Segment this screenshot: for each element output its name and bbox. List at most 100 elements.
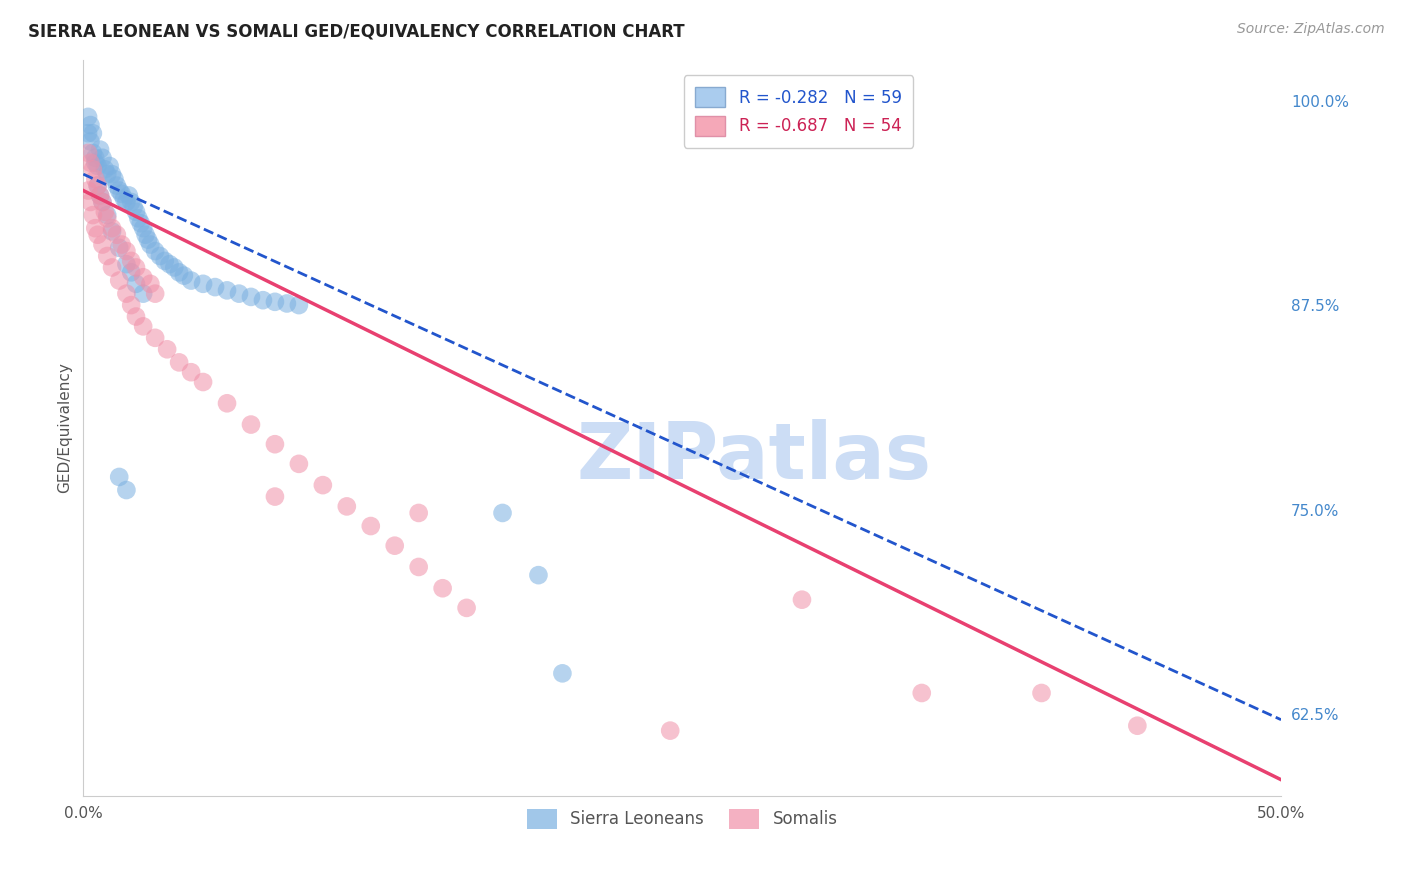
Point <box>180 274 202 288</box>
Point <box>408 560 430 574</box>
Legend: Sierra Leoneans, Somalis: Sierra Leoneans, Somalis <box>520 802 844 836</box>
Point <box>1031 686 1053 700</box>
Point <box>288 298 311 312</box>
Point <box>191 277 214 291</box>
Point <box>167 265 190 279</box>
Point <box>79 135 101 149</box>
Text: ZIPatlas: ZIPatlas <box>576 419 932 495</box>
Point <box>103 172 125 186</box>
Point <box>115 257 138 271</box>
Point <box>89 188 111 202</box>
Point <box>135 227 157 242</box>
Point <box>86 227 108 242</box>
Point <box>86 178 108 193</box>
Point <box>96 167 118 181</box>
Point <box>129 216 152 230</box>
Point <box>790 592 813 607</box>
Point <box>101 260 124 275</box>
Point <box>86 178 108 193</box>
Point <box>240 290 263 304</box>
Point <box>125 277 148 291</box>
Point <box>659 723 682 738</box>
Point <box>252 293 274 308</box>
Point <box>276 296 298 310</box>
Point <box>167 355 190 369</box>
Point <box>82 208 104 222</box>
Point <box>551 666 574 681</box>
Point <box>101 221 124 235</box>
Point <box>84 172 107 186</box>
Point <box>108 470 131 484</box>
Point <box>94 162 117 177</box>
Text: SIERRA LEONEAN VS SOMALI GED/EQUIVALENCY CORRELATION CHART: SIERRA LEONEAN VS SOMALI GED/EQUIVALENCY… <box>28 22 685 40</box>
Point <box>264 437 287 451</box>
Point <box>139 277 162 291</box>
Point <box>79 118 101 132</box>
Point <box>215 284 238 298</box>
Point <box>288 457 311 471</box>
Point <box>143 286 166 301</box>
Point <box>156 343 179 357</box>
Point <box>84 155 107 169</box>
Point <box>139 237 162 252</box>
Point <box>132 286 155 301</box>
Point <box>111 186 134 201</box>
Point <box>456 600 478 615</box>
Point <box>153 253 176 268</box>
Point <box>432 581 454 595</box>
Point <box>91 194 114 209</box>
Point <box>89 188 111 202</box>
Y-axis label: GED/Equivalency: GED/Equivalency <box>58 362 72 493</box>
Point <box>180 365 202 379</box>
Point <box>101 224 124 238</box>
Point <box>96 249 118 263</box>
Point <box>115 483 138 497</box>
Point <box>191 375 214 389</box>
Point <box>384 539 406 553</box>
Point <box>98 159 121 173</box>
Point <box>77 145 100 160</box>
Point <box>312 478 335 492</box>
Point <box>84 221 107 235</box>
Point <box>115 286 138 301</box>
Point <box>84 151 107 165</box>
Point <box>264 490 287 504</box>
Point <box>108 274 131 288</box>
Point <box>127 211 149 226</box>
Point <box>115 244 138 258</box>
Point <box>911 686 934 700</box>
Point <box>125 204 148 219</box>
Point <box>108 184 131 198</box>
Point <box>215 396 238 410</box>
Point <box>96 208 118 222</box>
Point <box>173 268 195 283</box>
Point <box>336 500 359 514</box>
Point <box>491 506 513 520</box>
Point <box>112 192 135 206</box>
Point <box>204 280 226 294</box>
Point <box>82 126 104 140</box>
Point <box>86 159 108 173</box>
Point <box>149 249 172 263</box>
Point <box>120 194 142 209</box>
Point <box>120 265 142 279</box>
Point <box>132 221 155 235</box>
Point <box>527 568 550 582</box>
Point <box>159 257 181 271</box>
Point <box>91 151 114 165</box>
Point <box>240 417 263 432</box>
Point <box>163 260 186 275</box>
Point <box>91 237 114 252</box>
Point <box>105 227 128 242</box>
Point <box>115 194 138 209</box>
Point <box>120 253 142 268</box>
Point <box>96 211 118 226</box>
Point <box>77 184 100 198</box>
Point <box>101 167 124 181</box>
Point <box>108 241 131 255</box>
Point <box>143 244 166 258</box>
Point <box>77 126 100 140</box>
Point <box>228 286 250 301</box>
Text: Source: ZipAtlas.com: Source: ZipAtlas.com <box>1237 22 1385 37</box>
Point <box>125 310 148 324</box>
